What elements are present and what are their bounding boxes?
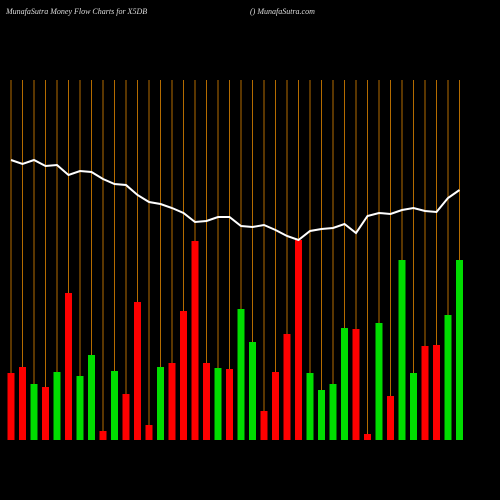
bar bbox=[145, 425, 153, 440]
bar bbox=[226, 369, 233, 440]
bar bbox=[410, 373, 417, 440]
bar bbox=[421, 346, 429, 440]
bar bbox=[19, 367, 26, 440]
bar bbox=[237, 309, 245, 440]
bar bbox=[168, 363, 176, 440]
bar bbox=[387, 396, 394, 440]
money-flow-line bbox=[10, 158, 461, 242]
bar bbox=[122, 394, 130, 440]
bar bbox=[318, 390, 325, 440]
bar bbox=[191, 241, 199, 440]
bar bbox=[65, 293, 72, 440]
bar bbox=[214, 368, 222, 440]
bar bbox=[272, 372, 279, 440]
bar bbox=[260, 411, 268, 440]
bar bbox=[433, 345, 440, 440]
bar bbox=[30, 384, 38, 440]
bar bbox=[398, 260, 406, 440]
bar bbox=[295, 240, 302, 440]
bar bbox=[180, 311, 187, 440]
chart-title: MunafaSutra Money Flow Charts for X5DB bbox=[5, 7, 147, 16]
bar bbox=[352, 329, 360, 440]
bar bbox=[306, 373, 314, 440]
bar bbox=[42, 387, 49, 440]
bar bbox=[283, 334, 291, 440]
bar bbox=[249, 342, 256, 440]
bar bbox=[7, 373, 15, 440]
bar bbox=[76, 376, 84, 440]
chart-subtitle: () MunafaSutra.com bbox=[250, 7, 315, 16]
bar bbox=[329, 384, 337, 440]
bar bbox=[456, 260, 463, 440]
bar bbox=[444, 315, 452, 440]
bar bbox=[203, 363, 210, 440]
bar bbox=[88, 355, 95, 440]
bar bbox=[99, 431, 107, 440]
bar bbox=[134, 302, 141, 440]
bar bbox=[341, 328, 348, 440]
bar bbox=[375, 323, 383, 440]
bar bbox=[111, 371, 118, 440]
bar bbox=[53, 372, 61, 440]
bar bbox=[364, 434, 371, 440]
bar bbox=[157, 367, 164, 440]
